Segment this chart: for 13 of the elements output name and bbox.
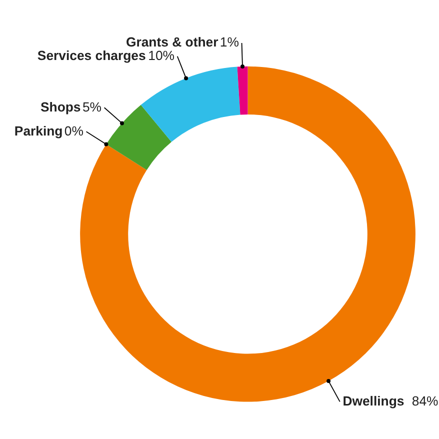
slice-label: Shops xyxy=(40,99,81,114)
slice-label: Dwellings xyxy=(342,393,404,408)
text: 0% xyxy=(64,123,84,138)
donut-slice xyxy=(106,104,172,170)
legend-label: Parking xyxy=(14,123,63,138)
data-label: 1% xyxy=(220,34,240,50)
slice-label: Grants & other xyxy=(126,34,218,50)
donut-slice xyxy=(237,66,248,115)
slice-label: Services charges xyxy=(37,48,146,64)
data-label: 84% xyxy=(412,393,439,408)
data-label: 5% xyxy=(82,99,102,114)
donut-slice xyxy=(140,66,240,142)
data-label: 10% xyxy=(148,48,175,64)
